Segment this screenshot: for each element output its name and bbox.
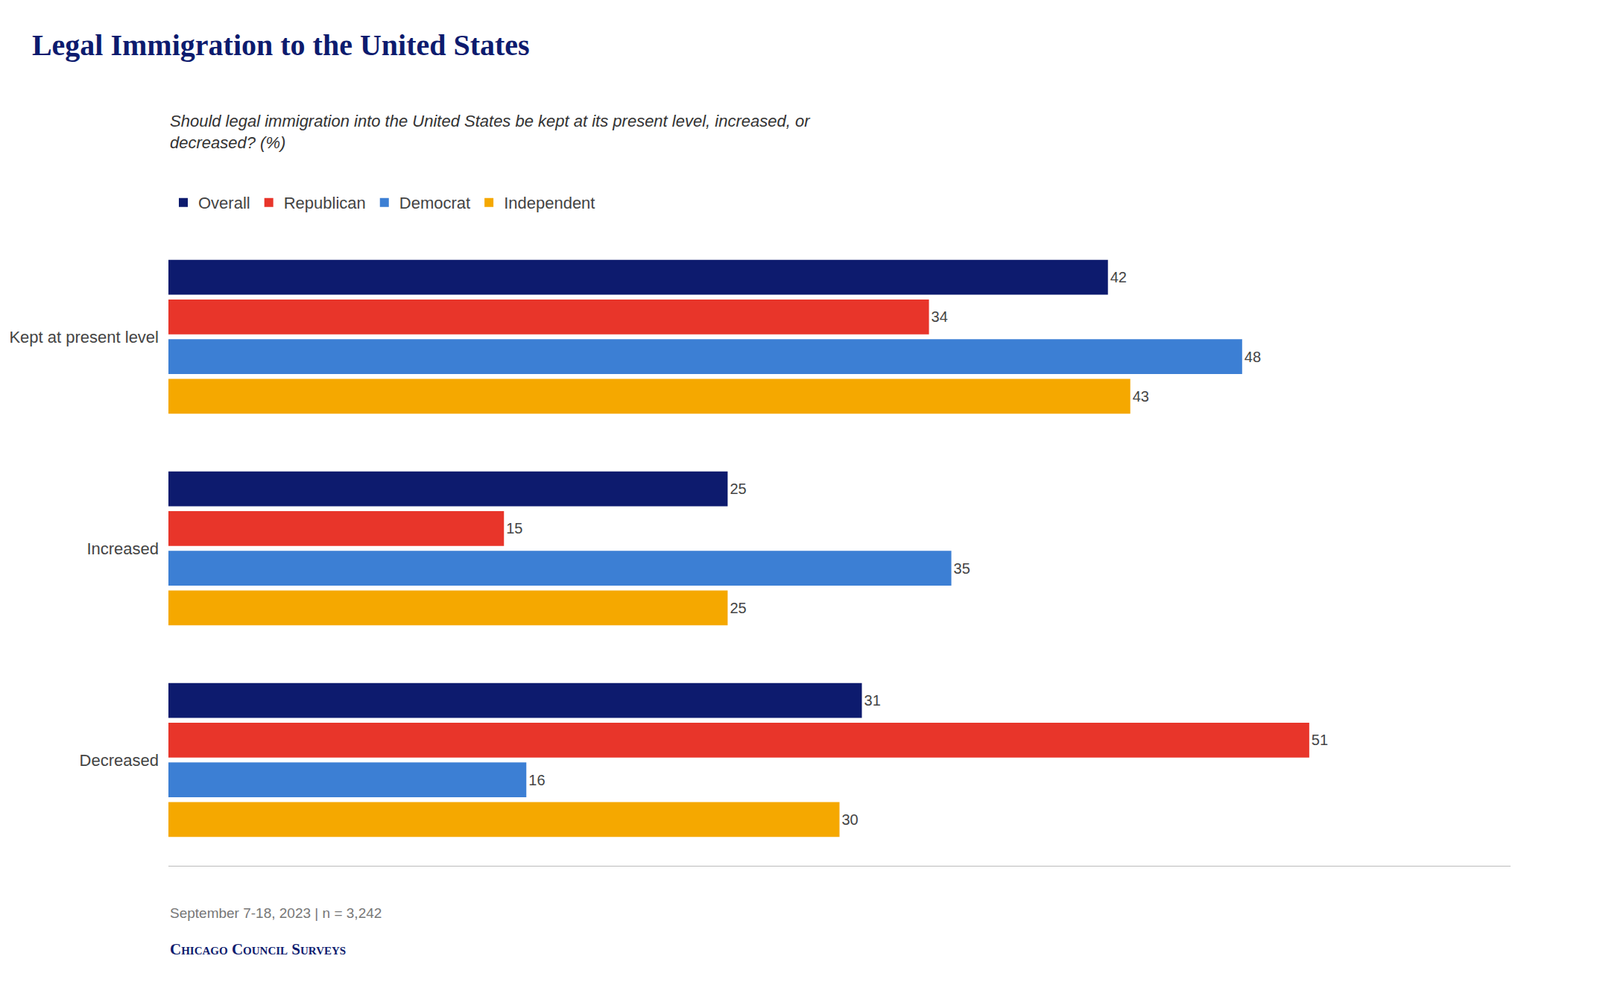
- svg-text:Independent: Independent: [503, 193, 595, 213]
- svg-text:16: 16: [528, 772, 545, 789]
- svg-text:Republican: Republican: [283, 193, 366, 213]
- svg-text:Increased: Increased: [86, 539, 159, 559]
- svg-text:Overall: Overall: [198, 193, 251, 213]
- svg-text:Should legal immigration into: Should legal immigration into the United…: [169, 111, 811, 153]
- svg-text:51: 51: [1311, 731, 1328, 749]
- svg-text:31: 31: [864, 692, 881, 709]
- svg-text:Kept at present level: Kept at present level: [8, 327, 159, 347]
- svg-text:Legal Immigration to the Unite: Legal Immigration to the United States: [32, 28, 530, 62]
- svg-text:September 7-18, 2023 | n = 3,2: September 7-18, 2023 | n = 3,242: [169, 905, 382, 922]
- svg-text:30: 30: [842, 811, 859, 828]
- svg-text:Democrat: Democrat: [399, 193, 471, 213]
- svg-text:48: 48: [1244, 348, 1261, 366]
- svg-text:Chicago Council Surveys: Chicago Council Surveys: [169, 940, 346, 959]
- svg-text:43: 43: [1132, 388, 1150, 405]
- svg-text:15: 15: [506, 520, 523, 537]
- svg-text:Decreased: Decreased: [79, 751, 159, 770]
- svg-text:42: 42: [1110, 269, 1127, 286]
- svg-text:35: 35: [953, 560, 971, 577]
- svg-text:34: 34: [931, 308, 948, 325]
- svg-text:25: 25: [729, 480, 746, 498]
- svg-text:25: 25: [729, 599, 746, 617]
